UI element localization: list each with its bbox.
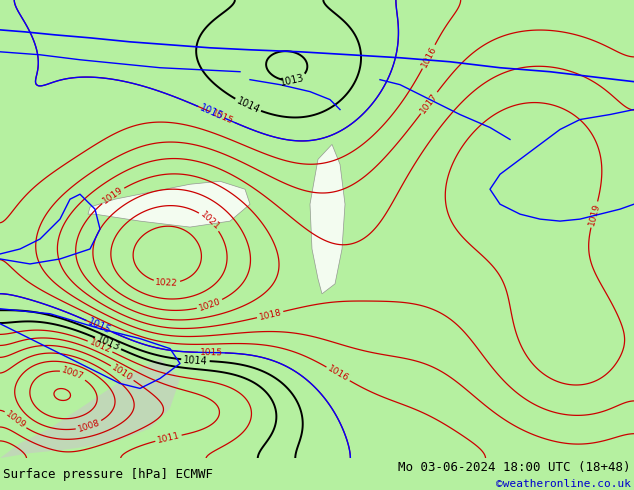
Text: 1022: 1022: [155, 278, 178, 288]
Text: 1013: 1013: [280, 73, 306, 88]
Polygon shape: [310, 145, 345, 294]
Text: 1010: 1010: [110, 363, 134, 383]
Text: 1015: 1015: [210, 108, 235, 126]
Text: 1016: 1016: [419, 45, 438, 69]
Text: 1020: 1020: [197, 296, 222, 313]
Text: 1014: 1014: [183, 355, 208, 366]
Text: 1015: 1015: [200, 348, 223, 357]
Text: 1014: 1014: [235, 96, 261, 115]
Text: 1021: 1021: [198, 210, 221, 232]
Text: 1019: 1019: [101, 185, 125, 206]
Text: 1015: 1015: [198, 103, 224, 122]
Text: 1011: 1011: [156, 431, 181, 445]
Text: 1009: 1009: [4, 409, 27, 430]
Text: 1019: 1019: [587, 202, 602, 227]
Text: 1015: 1015: [86, 317, 113, 336]
Text: 1012: 1012: [88, 338, 112, 355]
Text: 1007: 1007: [61, 366, 86, 382]
Polygon shape: [88, 181, 250, 227]
Text: 1008: 1008: [77, 418, 101, 434]
Text: 1013: 1013: [95, 334, 121, 353]
Text: 1018: 1018: [258, 308, 282, 321]
Text: ©weatheronline.co.uk: ©weatheronline.co.uk: [496, 479, 631, 490]
Polygon shape: [0, 359, 180, 458]
Text: Surface pressure [hPa] ECMWF: Surface pressure [hPa] ECMWF: [3, 467, 213, 481]
Text: 1017: 1017: [418, 91, 439, 115]
Text: Mo 03-06-2024 18:00 UTC (18+48): Mo 03-06-2024 18:00 UTC (18+48): [398, 461, 631, 473]
Text: 1016: 1016: [326, 364, 351, 384]
